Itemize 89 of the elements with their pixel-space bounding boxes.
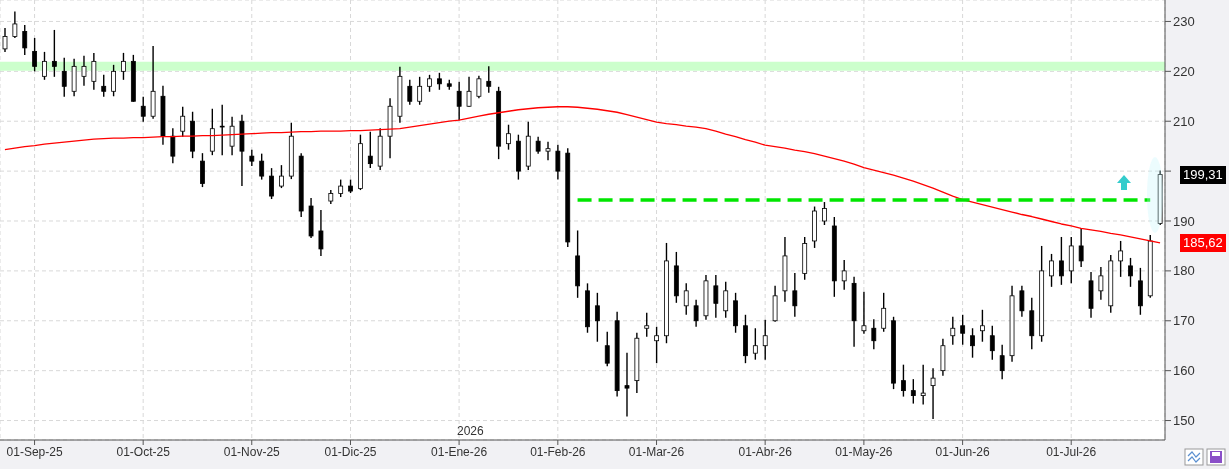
y-tick-label: 230 — [1173, 14, 1195, 30]
candlestick — [1118, 240, 1124, 278]
candlestick — [219, 104, 225, 156]
candlestick — [654, 326, 660, 364]
candlestick — [683, 282, 689, 316]
candlestick — [32, 37, 38, 73]
candlestick — [604, 331, 610, 367]
candlestick — [22, 24, 28, 56]
candlestick — [51, 29, 57, 78]
candlestick — [101, 74, 107, 98]
line-series — [4, 106, 1161, 244]
candlestick — [1019, 285, 1025, 318]
candlestick — [81, 55, 87, 87]
x-tick-label: 01-Mar-26 — [628, 444, 685, 459]
y-tick-label: 160 — [1173, 363, 1195, 379]
candlestick — [970, 327, 975, 359]
candlestick — [42, 51, 47, 81]
candlestick — [61, 57, 67, 98]
candlestick — [318, 209, 324, 257]
candlestick — [1049, 253, 1054, 288]
candlestick — [229, 116, 235, 156]
x-tick-label: 01-Ene-26 — [431, 444, 488, 459]
candlestick — [960, 314, 966, 346]
candlestick — [752, 327, 758, 361]
candlestick — [506, 124, 511, 151]
candlestick — [486, 65, 492, 94]
candlestick — [693, 299, 699, 328]
candlestick — [121, 52, 126, 81]
candlestick — [476, 75, 482, 99]
y-tick-label: 220 — [1173, 63, 1195, 79]
x-tick-label: 01-Dic-25 — [324, 444, 377, 459]
x-tick-label: 01-Feb-26 — [530, 444, 586, 459]
candlestick — [920, 363, 926, 406]
candlestick — [713, 274, 719, 319]
annotation: 2026 — [457, 424, 484, 438]
y-tick-label: 210 — [1173, 113, 1195, 129]
candlestick — [881, 292, 887, 333]
candlestick — [792, 272, 798, 318]
candlestick — [999, 344, 1005, 380]
x-tick-label: 01-Sep-25 — [6, 444, 63, 459]
candlestick — [111, 64, 116, 97]
candlestick — [762, 319, 768, 361]
candlestick — [259, 152, 265, 181]
candlestick — [417, 76, 423, 106]
candlestick — [723, 281, 729, 319]
candlestick — [367, 131, 373, 169]
candlestick — [624, 352, 630, 418]
candlestick — [594, 292, 600, 343]
candlestick — [841, 259, 847, 291]
candlestick — [1128, 257, 1133, 288]
candlestick — [180, 106, 186, 138]
candlestick — [901, 363, 906, 398]
y-tick-label: 150 — [1173, 413, 1195, 429]
candlestick — [140, 96, 146, 123]
candlestick — [950, 316, 956, 346]
x-tick-label: 01-Jul-26 — [1046, 444, 1097, 459]
x-tick-label: 01-Abr-26 — [738, 444, 793, 459]
candlestick — [989, 325, 995, 361]
candlestick — [822, 201, 827, 226]
candlestick — [1059, 236, 1064, 286]
x-tick-label: 01-Jun-26 — [935, 444, 990, 459]
x-tick-label: 01-Nov-25 — [223, 444, 281, 459]
candlestick — [980, 309, 985, 343]
y-tick-label: 170 — [1173, 313, 1195, 329]
x-tick-label: 01-Oct-25 — [116, 444, 171, 459]
text: 199,31 — [1180, 165, 1226, 184]
candlestick — [209, 108, 215, 156]
candlestick — [644, 312, 650, 338]
candlestick — [170, 127, 176, 164]
y-tick-label: 190 — [1173, 213, 1195, 229]
candlestick — [279, 164, 284, 189]
candlestick — [1078, 227, 1084, 268]
candlestick — [200, 152, 205, 188]
candlestick — [555, 143, 561, 181]
x-tick-label: 01-May-26 — [835, 444, 893, 459]
candlestick — [456, 81, 462, 121]
y-tick-label: 180 — [1173, 263, 1195, 279]
candlestick — [930, 367, 936, 420]
candlestick — [910, 378, 916, 405]
candlestick — [466, 76, 472, 108]
text: 185,62 — [1180, 233, 1226, 252]
candlestick — [861, 291, 867, 335]
candlestick — [545, 140, 551, 161]
candlestick — [12, 10, 18, 39]
candlestick — [871, 318, 877, 350]
candlestick — [1098, 266, 1104, 301]
candlestick — [269, 167, 274, 200]
candlestick — [407, 79, 413, 106]
candlestick — [91, 52, 97, 91]
